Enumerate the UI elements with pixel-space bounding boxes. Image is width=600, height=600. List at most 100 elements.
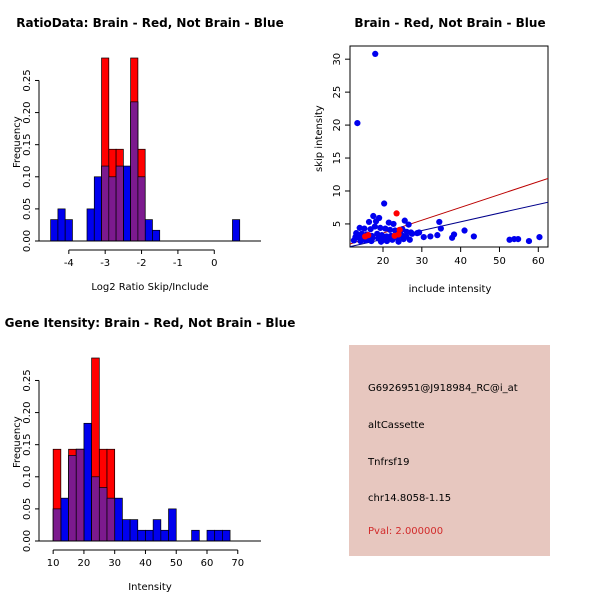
panel-scatter: Brain - Red, Not Brain - Blue skip inten… xyxy=(300,0,600,300)
scatter-point-notbrain xyxy=(365,218,373,226)
hist-bar-notbrain xyxy=(214,529,223,542)
scatter-point-notbrain xyxy=(386,226,394,233)
x-axis-tick-label: 20 xyxy=(377,256,390,267)
scatter-point-notbrain xyxy=(350,237,357,244)
hist-bar-notbrain xyxy=(129,519,139,542)
scatter-point-notbrain xyxy=(461,227,468,234)
hist-bar-overlap xyxy=(115,165,124,242)
event-type-text: altCassette xyxy=(368,420,425,431)
y-axis-tick-label: 0.25 xyxy=(22,69,33,91)
x-axis-tick-label: 70 xyxy=(231,558,244,569)
scatter-point-notbrain xyxy=(506,236,513,243)
x-axis-tick-label: -1 xyxy=(173,258,183,269)
scatter-point-notbrain xyxy=(436,218,443,226)
scatter-plot: 5 10 15 20 25 30 20 30 40 50 60 xyxy=(332,45,549,267)
y-axis-tick-label: 0.15 xyxy=(22,134,33,156)
scatter-point-notbrain xyxy=(377,238,385,245)
scatter-xlabel: include intensity xyxy=(408,284,492,295)
scatter-group: 5 10 15 20 25 30 20 30 40 50 60 xyxy=(332,45,549,267)
y-axis-tick-label: 30 xyxy=(332,53,343,66)
scatter-point-notbrain xyxy=(434,232,441,239)
hist-bar-overlap xyxy=(101,165,110,242)
scatter-point-notbrain xyxy=(354,120,361,127)
hist-bar-notbrain xyxy=(93,176,102,242)
hist-bar-overlap xyxy=(52,508,62,542)
scatter-point-notbrain xyxy=(525,237,533,245)
probe-id-text: G6926951@J918984_RC@i_at xyxy=(368,383,518,394)
hist-bar-notbrain xyxy=(152,519,162,542)
scatter-point-notbrain xyxy=(406,236,413,243)
hist-bar-overlap xyxy=(106,497,116,542)
scatter-point-notbrain xyxy=(409,230,416,237)
gene-hist-xlabel: Intensity xyxy=(128,582,172,593)
locus-text: chr14.8058-1.15 xyxy=(368,493,452,504)
hist-bar-notbrain xyxy=(168,508,177,542)
y-axis-tick-label: 5 xyxy=(332,221,343,227)
hist-bar-overlap xyxy=(98,487,108,542)
panel-gene-histogram: Gene Itensity: Brain - Red, Not Brain - … xyxy=(0,300,300,600)
y-axis-tick-label: 0.00 xyxy=(22,230,33,252)
scatter-point-notbrain xyxy=(383,237,390,245)
scatter-point-brain xyxy=(393,210,400,217)
scatter-point-notbrain xyxy=(381,200,388,207)
scatter-point-notbrain xyxy=(372,218,380,225)
scatter-point-notbrain xyxy=(405,221,412,228)
pval-text: Pval: 2.000000 xyxy=(368,526,444,537)
hist-bar-notbrain xyxy=(83,422,92,542)
hist-bar-notbrain xyxy=(137,529,146,542)
hist-bar-overlap xyxy=(91,476,100,542)
y-axis-tick-label: 25 xyxy=(332,86,343,99)
y-axis-tick-label: 0.05 xyxy=(22,198,33,220)
ratio-hist-title: RatioData: Brain - Red, Not Brain - Blue xyxy=(16,16,284,30)
x-axis-tick-label: 50 xyxy=(170,558,183,569)
x-axis-tick-label: -2 xyxy=(137,258,147,269)
x-axis-tick-label: 40 xyxy=(139,558,152,569)
scatter-point-notbrain xyxy=(372,50,379,58)
scatter-point-notbrain xyxy=(361,225,368,232)
gene-histogram-plot: 0.00 0.05 0.10 0.15 0.20 0.25 10 20 30 40 50 60 70 xyxy=(22,357,261,569)
scatter-point-notbrain xyxy=(437,225,444,232)
scatter-point-notbrain xyxy=(377,224,384,231)
plot-box xyxy=(349,45,549,248)
ratio-histogram-plot: 0.00 0.05 0.10 0.15 0.20 0.25 -4 -3 -2 -1 0 xyxy=(22,57,261,269)
scatter-point-notbrain xyxy=(395,238,402,245)
scatter-point-notbrain xyxy=(420,234,427,241)
scatter-point-notbrain xyxy=(401,217,408,224)
scatter-point-notbrain xyxy=(357,237,364,245)
scatter-point-notbrain xyxy=(356,224,363,231)
hist-bar-notbrain xyxy=(114,497,123,542)
scatter-point-notbrain xyxy=(450,231,458,238)
x-axis-tick-label: 40 xyxy=(454,256,467,267)
x-axis-tick-label: 60 xyxy=(201,558,214,569)
hist-bar-notbrain xyxy=(160,529,169,542)
hist-bar-notbrain xyxy=(206,529,216,542)
y-axis-tick-label: 0.05 xyxy=(22,498,33,520)
scatter-point-notbrain xyxy=(371,223,378,230)
hist-bar-notbrain xyxy=(50,219,59,242)
hist-bar-overlap xyxy=(108,176,117,242)
y-axis-tick-label: 0.25 xyxy=(22,369,33,391)
hist-bar-overlap xyxy=(130,101,139,242)
x-axis-tick-label: 10 xyxy=(47,558,60,569)
y-axis-tick-label: 10 xyxy=(332,185,343,198)
hist-bar-notbrain xyxy=(232,219,241,242)
y-axis-tick-label: 0.10 xyxy=(22,166,33,188)
x-axis-tick-label: 50 xyxy=(493,256,506,267)
y-axis-tick-label: 0.10 xyxy=(22,466,33,488)
y-axis-tick-label: 0.20 xyxy=(22,401,33,423)
scatter-point-notbrain xyxy=(400,235,407,243)
scatter-point-brain xyxy=(362,233,369,240)
scatter-point-notbrain xyxy=(390,220,397,228)
hist-bar-notbrain xyxy=(145,529,154,542)
hist-bar-notbrain xyxy=(60,497,69,542)
hist-bar-notbrain xyxy=(64,219,73,242)
x-axis-tick-label: 0 xyxy=(211,258,217,269)
scatter-point-notbrain xyxy=(416,229,423,236)
hist-group: 0.00 0.05 0.10 0.15 0.20 0.25 -4 -3 -2 -1 0 xyxy=(22,57,261,269)
y-axis-tick-label: 0.15 xyxy=(22,434,33,456)
panel-ratio-histogram: RatioData: Brain - Red, Not Brain - Blue… xyxy=(0,0,300,300)
scatter-point-notbrain xyxy=(382,225,389,232)
hist-bar-overlap xyxy=(137,176,146,242)
y-axis-tick-label: 0.00 xyxy=(22,530,33,552)
